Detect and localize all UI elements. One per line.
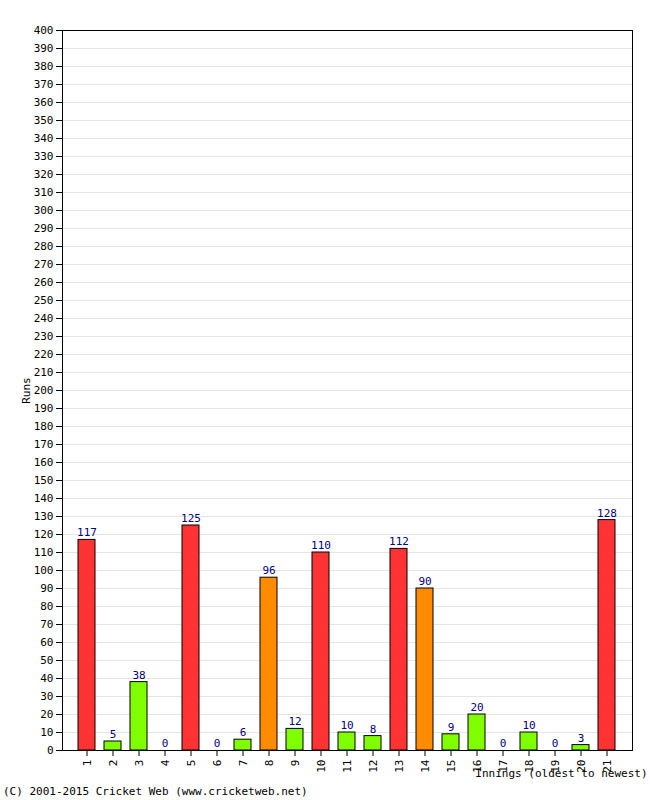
svg-text:96: 96: [262, 564, 275, 577]
svg-text:9: 9: [289, 760, 302, 767]
svg-text:20: 20: [40, 708, 53, 721]
svg-text:125: 125: [181, 512, 201, 525]
svg-text:10: 10: [340, 719, 353, 732]
svg-text:13: 13: [393, 760, 406, 773]
svg-text:210: 210: [34, 366, 54, 379]
svg-text:2: 2: [107, 760, 120, 767]
svg-text:350: 350: [34, 114, 54, 127]
svg-text:Runs: Runs: [20, 377, 33, 404]
svg-text:10: 10: [40, 726, 53, 739]
svg-text:320: 320: [34, 168, 54, 181]
svg-text:90: 90: [40, 582, 53, 595]
svg-text:Innings (oldest to newest): Innings (oldest to newest): [475, 767, 647, 780]
svg-text:40: 40: [40, 672, 53, 685]
svg-text:340: 340: [34, 132, 54, 145]
svg-text:290: 290: [34, 222, 54, 235]
svg-text:12: 12: [288, 715, 301, 728]
svg-text:9: 9: [448, 721, 455, 734]
svg-text:1: 1: [81, 760, 94, 767]
svg-text:12: 12: [367, 760, 380, 773]
svg-text:8: 8: [370, 723, 377, 736]
svg-text:330: 330: [34, 150, 54, 163]
svg-text:70: 70: [40, 618, 53, 631]
svg-text:250: 250: [34, 294, 54, 307]
svg-text:200: 200: [34, 384, 54, 397]
svg-text:5: 5: [110, 728, 117, 741]
svg-text:3: 3: [578, 732, 585, 745]
svg-text:5: 5: [185, 760, 198, 767]
svg-text:130: 130: [34, 510, 54, 523]
svg-text:6: 6: [240, 726, 247, 739]
svg-text:15: 15: [445, 760, 458, 773]
svg-text:400: 400: [34, 24, 54, 37]
svg-text:7: 7: [237, 760, 250, 767]
svg-text:360: 360: [34, 96, 54, 109]
svg-text:128: 128: [597, 507, 617, 520]
svg-text:310: 310: [34, 186, 54, 199]
svg-text:38: 38: [132, 669, 145, 682]
svg-text:112: 112: [389, 535, 409, 548]
svg-text:240: 240: [34, 312, 54, 325]
svg-text:390: 390: [34, 42, 54, 55]
svg-text:0: 0: [552, 737, 559, 750]
svg-text:0: 0: [162, 737, 169, 750]
svg-text:220: 220: [34, 348, 54, 361]
svg-text:0: 0: [500, 737, 507, 750]
svg-text:110: 110: [311, 539, 331, 552]
svg-text:140: 140: [34, 492, 54, 505]
svg-text:380: 380: [34, 60, 54, 73]
svg-text:110: 110: [34, 546, 54, 559]
svg-text:280: 280: [34, 240, 54, 253]
svg-text:100: 100: [34, 564, 54, 577]
svg-text:270: 270: [34, 258, 54, 271]
svg-text:14: 14: [419, 759, 432, 773]
svg-text:3: 3: [133, 760, 146, 767]
svg-text:90: 90: [418, 575, 431, 588]
svg-text:8: 8: [263, 760, 276, 767]
svg-text:260: 260: [34, 276, 54, 289]
svg-text:180: 180: [34, 420, 54, 433]
svg-text:60: 60: [40, 636, 53, 649]
svg-text:20: 20: [470, 701, 483, 714]
svg-text:10: 10: [522, 719, 535, 732]
svg-text:370: 370: [34, 78, 54, 91]
html-text:(C) 2001-2015 Cricket Web (www: (C) 2001-2015 Cricket Web (www.cricketwe…: [3, 785, 308, 798]
svg-text:300: 300: [34, 204, 54, 217]
svg-text:6: 6: [211, 760, 224, 767]
svg-text:10: 10: [315, 760, 328, 773]
svg-text:80: 80: [40, 600, 53, 613]
svg-text:170: 170: [34, 438, 54, 451]
svg-text:11: 11: [341, 760, 354, 773]
svg-text:117: 117: [77, 526, 97, 539]
svg-text:120: 120: [34, 528, 54, 541]
svg-text:50: 50: [40, 654, 53, 667]
svg-text:0: 0: [214, 737, 221, 750]
svg-text:4: 4: [159, 759, 172, 766]
svg-text:30: 30: [40, 690, 53, 703]
svg-text:230: 230: [34, 330, 54, 343]
svg-text:0: 0: [47, 744, 54, 757]
svg-text:160: 160: [34, 456, 54, 469]
svg-text:190: 190: [34, 402, 54, 415]
svg-text:150: 150: [34, 474, 54, 487]
